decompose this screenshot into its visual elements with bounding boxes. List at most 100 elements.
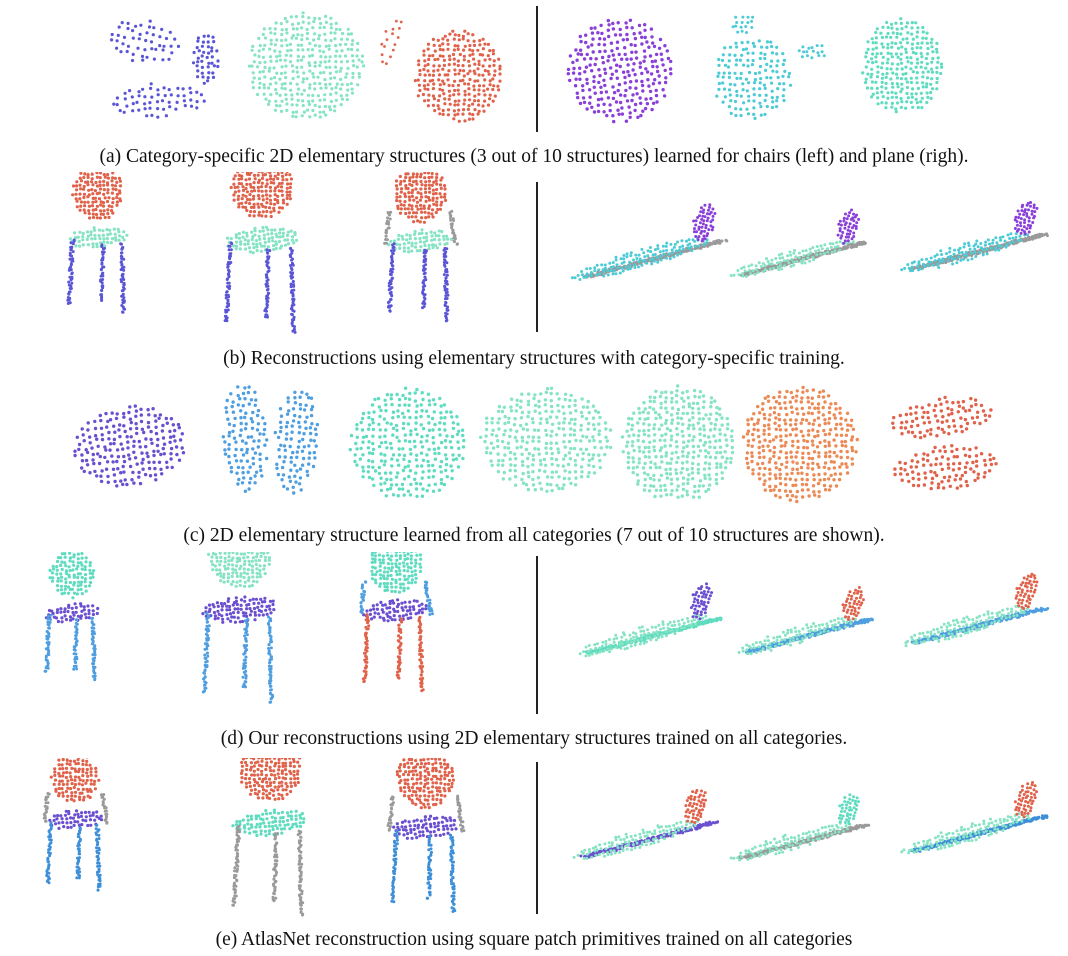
chair-e1-arm-2 (99, 793, 109, 825)
plane-b1-wing (570, 236, 709, 281)
plane-e1-tail (684, 789, 707, 824)
chair-e3-leg-1 (390, 829, 399, 904)
row-e-svg (42, 758, 1049, 917)
plane-e2-wing (729, 821, 852, 862)
chair-d3-backrest (370, 552, 423, 594)
chair-d3-arm-1 (359, 580, 368, 615)
chair-d3-leg-3 (395, 617, 404, 680)
chair-b1-leg-2 (119, 242, 127, 314)
structure-indigo-side (191, 34, 220, 85)
chair-e2-leg-2 (296, 829, 305, 917)
structure-cyan-top (731, 15, 755, 34)
chair-d3-leg-2 (417, 615, 425, 693)
chair-e1-leg-1 (45, 821, 53, 885)
plane-d2-tail (841, 586, 865, 621)
structure-c6 (741, 385, 859, 504)
row-b-divider (536, 182, 538, 332)
chair-d3-arm-2 (423, 580, 434, 616)
chair-b3-leg-2 (442, 246, 450, 323)
chair-b2-leg-2 (288, 246, 297, 334)
caption-a: (a) Category-specific 2D elementary stru… (99, 146, 969, 167)
row-d-svg (43, 552, 1050, 704)
chair-e3-seat (392, 814, 458, 840)
chair-b3-arm-2 (448, 209, 459, 246)
plane-e2-tail (837, 793, 860, 825)
caption-b: (b) Reconstructions using elementary str… (223, 348, 845, 369)
structure-c5 (620, 384, 735, 499)
chair-b2-leg-1 (223, 241, 234, 323)
chair-b2-seat (226, 225, 299, 255)
chair-e2-leg-1 (231, 824, 242, 907)
row-d-our-reconstructions (0, 552, 1068, 722)
chair-d1-leg-3 (72, 618, 79, 671)
chair-d1-seat (44, 602, 100, 624)
chair-e3-leg-2 (448, 833, 457, 913)
chair-b3-backrest (394, 172, 448, 224)
structure-c1 (73, 404, 186, 488)
plane-d3-tail (1014, 572, 1039, 610)
caption-c: (c) 2D elementary structure learned from… (183, 525, 885, 546)
structure-c7-bottom (893, 444, 998, 491)
structure-tomato (413, 29, 502, 123)
structure-c2-right (273, 390, 320, 495)
structure-cyan (715, 39, 793, 120)
structure-violet (566, 18, 673, 124)
chair-e1-leg-2 (94, 823, 102, 892)
chair-d2-seat (201, 595, 276, 624)
plane-e1-wing (572, 819, 700, 860)
chair-e2-seat (231, 808, 306, 838)
plane-b2-tail (836, 208, 861, 245)
row-a-divider (536, 6, 538, 132)
structure-mint (247, 11, 366, 119)
chair-b3-leg-1 (386, 242, 396, 313)
chair-b3-seat (387, 228, 453, 254)
structure-indigo-top (110, 19, 181, 63)
chair-b1-backrest (71, 172, 123, 220)
chair-b2-backrest (229, 172, 293, 219)
chair-b2-leg-3 (263, 248, 272, 319)
plane-d2-wing (737, 616, 857, 656)
caption-d: (d) Our reconstructions using 2D element… (220, 728, 848, 749)
chair-e1-seat (48, 809, 104, 830)
chair-e3-leg-3 (425, 834, 433, 900)
plane-d3-wing (904, 604, 1029, 648)
structure-aqua (861, 17, 944, 114)
row-c-svg (73, 384, 998, 504)
chair-d1-leg-2 (90, 616, 97, 682)
chair-e2-leg-3 (271, 832, 279, 903)
plane-e3-wing (900, 812, 1031, 855)
chair-e2-backrest (239, 758, 302, 801)
row-e-atlasnet-reconstructions (0, 758, 1068, 923)
chair-d1-backrest (48, 552, 96, 600)
chair-d2-backrest (207, 552, 271, 588)
chair-e1-backrest (49, 758, 101, 803)
structure-tomato-stray (380, 19, 403, 65)
structure-cyan-side (797, 44, 826, 60)
row-a-svg (110, 11, 944, 124)
chair-b1-leg-1 (66, 238, 76, 305)
plane-d1-wing (578, 614, 708, 658)
chair-d2-leg-1 (201, 611, 211, 694)
plane-b2-wing (729, 240, 855, 278)
structure-c3 (348, 386, 466, 499)
plane-e3-tail (1013, 781, 1038, 819)
chair-e3-backrest (395, 758, 455, 810)
row-a-elementary-structures (0, 0, 1068, 140)
chair-b1-leg-3 (99, 243, 106, 302)
structure-c7-top (891, 395, 993, 440)
chair-d1-leg-1 (43, 613, 53, 673)
structure-c2-left (221, 385, 269, 493)
plane-b3-tail (1013, 201, 1039, 236)
structure-indigo-bottom (112, 82, 206, 119)
chair-e3-arm-1 (386, 795, 395, 832)
row-d-divider (536, 556, 538, 714)
plane-b3-wing (900, 232, 1029, 273)
caption-e: (e) AtlasNet reconstruction using square… (215, 929, 853, 950)
chair-b3-leg-3 (421, 248, 428, 310)
chair-d2-leg-2 (266, 615, 275, 704)
plane-d1-tail (689, 582, 714, 621)
chair-b3-arm-1 (383, 210, 393, 245)
chair-e1-arm-1 (42, 792, 51, 823)
row-b-svg (66, 172, 1049, 334)
row-c-elementary-structures-all (0, 378, 1068, 518)
